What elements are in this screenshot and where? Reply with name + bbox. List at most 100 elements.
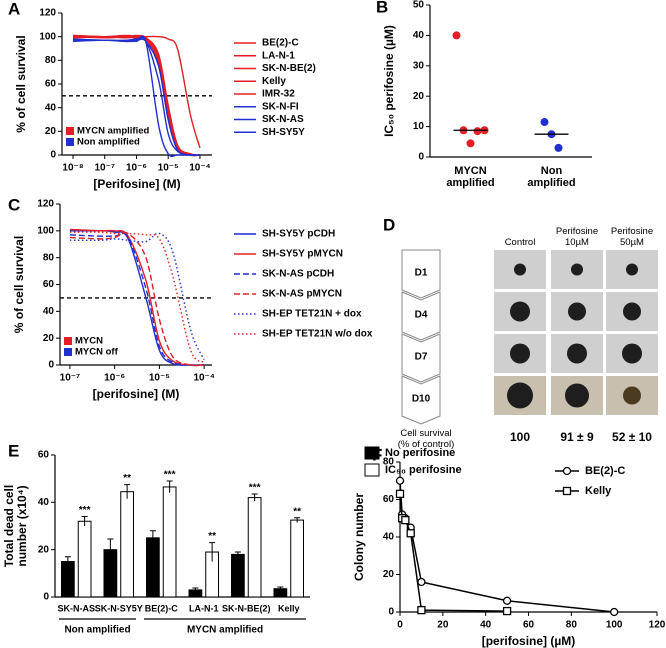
error-bar [234, 551, 241, 557]
point [401, 515, 410, 525]
y-tick-label: 40 [45, 102, 57, 113]
group-label: MYCN off [75, 347, 119, 358]
x-tick-label: 10⁻⁷ [94, 163, 115, 174]
x-tick-label: SK-N-BE(2) [222, 603, 271, 613]
group-swatch [64, 337, 72, 345]
line [399, 480, 615, 613]
row-label: D4 [415, 310, 428, 321]
category-label: MYCN amplified [446, 165, 495, 189]
legend-label: SK-N-AS [262, 114, 304, 125]
point [417, 577, 426, 587]
x-tick-label: 10⁻⁶ [126, 163, 147, 174]
day-chevron [401, 291, 441, 341]
significance: *** [164, 470, 176, 481]
x-tick-label: 60 [523, 620, 535, 631]
x-tick-label: LA-N-1 [189, 603, 219, 613]
legend-swatch [364, 463, 380, 477]
group-label: MYCN amplified [77, 126, 150, 137]
y-tick-label: 60 [38, 450, 50, 461]
bar [247, 497, 262, 598]
legend-label: BE(2)-C [262, 38, 299, 49]
error-bar [209, 542, 216, 562]
spheroid [510, 343, 530, 364]
y-axis-label: number (x10⁴) [15, 485, 29, 566]
point [466, 139, 475, 148]
y-tick-label: 40 [38, 497, 50, 508]
legend-label: BE(2)-C [585, 465, 625, 477]
row-label: D7 [415, 352, 428, 363]
spheroid [571, 263, 583, 276]
x-tick-label: SK-N-SY5Y [95, 603, 143, 613]
spheroid [568, 302, 586, 321]
x-tick-label: 10⁻⁸ [62, 163, 83, 174]
legend-marker [562, 486, 572, 496]
spheroid [622, 343, 642, 364]
x-tick-label: 10⁻⁴ [189, 163, 210, 174]
group-label: Non amplified [77, 137, 140, 148]
error-bar [64, 556, 71, 567]
day-chevron [401, 249, 441, 299]
significance: *** [79, 505, 91, 516]
bar [61, 561, 75, 598]
curve [69, 231, 205, 363]
x-tick-label: 120 [649, 620, 666, 631]
legend-label: LA-N-1 [262, 50, 295, 61]
day-chevron [401, 333, 441, 383]
error-bar [277, 586, 284, 591]
curve [72, 34, 201, 156]
y-tick-label: 80 [43, 252, 55, 263]
legend-label: IC₅₀ perifosine [385, 464, 462, 476]
legend-swatch [364, 446, 380, 460]
bar [290, 519, 304, 598]
error-bar [81, 516, 88, 526]
y-tick-label: 80 [45, 55, 57, 66]
y-tick-label: 30 [413, 60, 425, 71]
point [473, 127, 482, 136]
error-bar [251, 493, 258, 502]
legend-label: SK-N-AS pMYCN [262, 289, 342, 300]
spheroid [623, 386, 641, 405]
y-axis-label: Colony number [352, 493, 366, 581]
legend-marker [562, 466, 572, 476]
panel-label: A [8, 0, 20, 18]
column-header: Perifosine 10µM [555, 226, 599, 248]
curve [69, 231, 205, 367]
legend-label: SH-SY5Y [262, 127, 305, 138]
spheroid [567, 343, 587, 364]
point [502, 596, 512, 605]
error-bar [149, 530, 156, 545]
y-tick-label: 120 [37, 199, 54, 210]
y-tick-label: 100 [39, 31, 56, 42]
point [395, 476, 405, 485]
spheroid [507, 382, 533, 409]
x-axis-label: [Perifosine] (M) [93, 177, 180, 191]
point [452, 31, 461, 40]
spheroid [514, 263, 526, 276]
x-tick-label: 10⁻⁵ [158, 163, 179, 174]
legend-label: No perifosine [385, 447, 455, 459]
legend-label: Kelly [585, 485, 612, 497]
y-tick-label: 20 [383, 569, 395, 580]
column-header: Control [504, 237, 536, 248]
point [417, 605, 426, 615]
panel-label: E [8, 441, 19, 460]
error-bar [192, 587, 199, 592]
y-tick-label: 100 [37, 225, 54, 236]
error-bar [124, 484, 131, 499]
x-tick-label: 40 [480, 620, 492, 631]
y-tick-label: 20 [413, 91, 425, 102]
x-tick-label: BE(2)-C [145, 603, 178, 613]
x-tick-label: Kelly [278, 603, 300, 613]
y-tick-label: 0 [50, 150, 56, 161]
legend-label: SH-SY5Y pMYCN [262, 249, 343, 260]
significance: ** [208, 531, 216, 542]
bar [77, 520, 92, 598]
x-axis-label: [perifosine] (M) [93, 387, 180, 401]
curve [72, 35, 200, 158]
y-axis-label: IC₅₀ perifosine (µM) [382, 25, 396, 137]
y-tick-label: 80 [383, 457, 395, 468]
y-tick-label: 40 [383, 532, 395, 543]
legend-label: SK-N-AS pCDH [262, 269, 334, 280]
